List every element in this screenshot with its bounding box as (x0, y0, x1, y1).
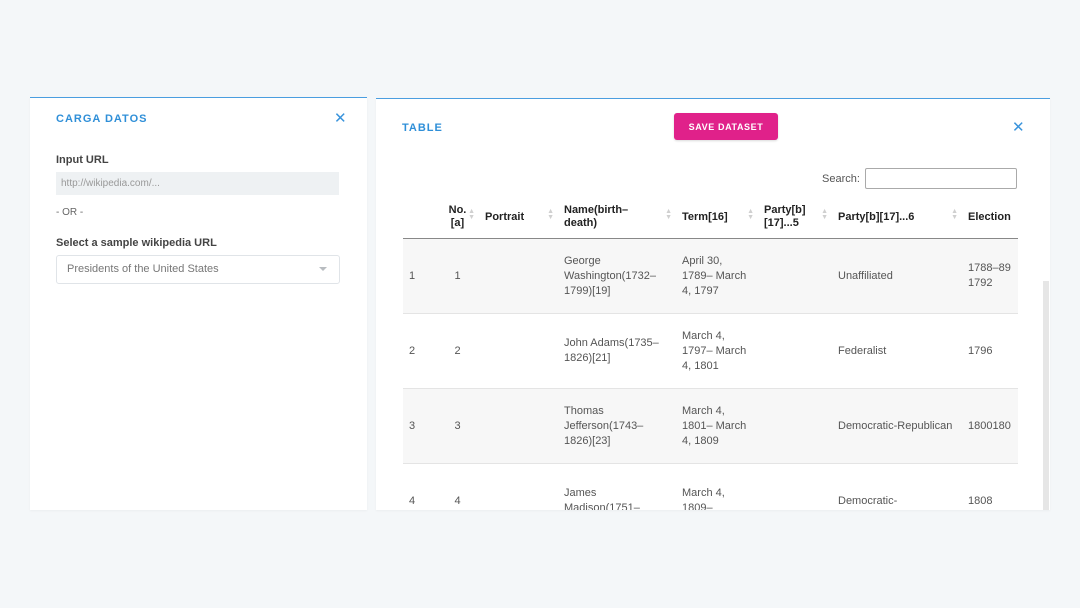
sort-icon: ▲ ▼ (821, 208, 828, 221)
table-row[interactable]: 4 4 James Madison(1751– March 4, 1809– D… (403, 463, 1018, 510)
cell-party-6: Federalist (832, 313, 962, 389)
save-dataset-button[interactable]: SAVE DATASET (674, 113, 778, 140)
column-header-name[interactable]: Name(birth– death) ▲ ▼ (558, 196, 676, 239)
table-row[interactable]: 3 3 Thomas Jefferson(1743–1826)[23] Marc… (403, 388, 1018, 464)
cell-election: 1788–89 1792 (962, 238, 1018, 314)
cell-party-6: Democratic-Republican (832, 388, 962, 464)
cell-no: 3 (436, 388, 479, 464)
column-header-no[interactable]: No. [a] ▲ ▼ (436, 196, 479, 239)
column-header-term[interactable]: Term[16] ▲ ▼ (676, 196, 758, 239)
cell-election: 1808 (962, 463, 1018, 510)
search-label: Search: (822, 173, 860, 185)
sample-url-selected-value: Presidents of the United States (67, 263, 219, 275)
cell-name: John Adams(1735–1826)[21] (558, 313, 676, 389)
sort-icon: ▲ ▼ (468, 208, 475, 221)
column-header-label: Party[b] [17]...5 (764, 204, 806, 229)
cell-term: March 4, 1809– (676, 463, 758, 510)
cell-index: 4 (403, 463, 436, 510)
cell-term: April 30, 1789– March 4, 1797 (676, 238, 758, 314)
sample-url-label: Select a sample wikipedia URL (56, 237, 217, 249)
sample-url-select[interactable]: Presidents of the United States (56, 255, 340, 284)
close-icon[interactable]: ✕ (334, 110, 347, 127)
column-header-portrait[interactable]: Portrait ▲ ▼ (479, 196, 558, 239)
column-header-index[interactable] (403, 196, 436, 239)
column-header-election[interactable]: Election (962, 196, 1018, 239)
cell-party-5 (758, 463, 832, 510)
vertical-scrollbar[interactable] (1043, 281, 1049, 510)
url-input[interactable] (56, 172, 339, 195)
sort-icon: ▲ ▼ (951, 208, 958, 221)
close-icon[interactable]: ✕ (1012, 119, 1025, 136)
table-row[interactable]: 2 2 John Adams(1735–1826)[21] March 4, 1… (403, 313, 1018, 389)
cell-party-5 (758, 388, 832, 464)
cell-portrait (479, 313, 558, 389)
cell-name: Thomas Jefferson(1743–1826)[23] (558, 388, 676, 464)
chevron-down-icon (319, 267, 327, 271)
cell-term: March 4, 1797– March 4, 1801 (676, 313, 758, 389)
cell-portrait (479, 388, 558, 464)
cell-term: March 4, 1801– March 4, 1809 (676, 388, 758, 464)
cell-election: 1796 (962, 313, 1018, 389)
table-panel: TABLE SAVE DATASET ✕ Search: No. [a] (376, 98, 1050, 510)
cell-index: 3 (403, 388, 436, 464)
column-header-label: Name(birth– death) (564, 204, 629, 229)
data-table: No. [a] ▲ ▼ Portrait ▲ ▼ Name(birth– death… (403, 196, 1018, 510)
cell-no: 2 (436, 313, 479, 389)
cell-portrait (479, 238, 558, 314)
cell-index: 1 (403, 238, 436, 314)
cell-election: 1800180 (962, 388, 1018, 464)
column-header-label: Election (968, 210, 1011, 223)
cell-index: 2 (403, 313, 436, 389)
cell-no: 4 (436, 463, 479, 510)
or-separator: - OR - (56, 207, 84, 218)
input-url-label: Input URL (56, 154, 109, 166)
cell-party-5 (758, 313, 832, 389)
load-data-panel: CARGA DATOS ✕ Input URL - OR - Select a … (30, 97, 367, 510)
cell-party-6: Democratic- (832, 463, 962, 510)
cell-no: 1 (436, 238, 479, 314)
cell-portrait (479, 463, 558, 510)
column-header-label: No. [a] (448, 204, 467, 229)
table-title: TABLE (402, 122, 443, 134)
column-header-label: Portrait (485, 210, 525, 223)
cell-name: James Madison(1751– (558, 463, 676, 510)
column-header-label: Term[16] (682, 210, 728, 223)
sort-icon: ▲ ▼ (547, 208, 554, 221)
column-header-label: Party[b][17]...6 (838, 210, 915, 223)
table-header-row: No. [a] ▲ ▼ Portrait ▲ ▼ Name(birth– death… (403, 196, 1018, 239)
cell-party-6: Unaffiliated (832, 238, 962, 314)
cell-party-5 (758, 238, 832, 314)
cell-name: George Washington(1732–1799)[19] (558, 238, 676, 314)
data-table-wrapper: No. [a] ▲ ▼ Portrait ▲ ▼ Name(birth– death… (403, 196, 1018, 510)
sort-icon: ▲ ▼ (665, 208, 672, 221)
column-header-party-5[interactable]: Party[b] [17]...5 ▲ ▼ (758, 196, 832, 239)
table-row[interactable]: 1 1 George Washington(1732–1799)[19] Apr… (403, 238, 1018, 314)
search-input[interactable] (865, 168, 1017, 189)
sort-icon: ▲ ▼ (747, 208, 754, 221)
column-header-party-6[interactable]: Party[b][17]...6 ▲ ▼ (832, 196, 962, 239)
load-data-title: CARGA DATOS (56, 113, 148, 125)
